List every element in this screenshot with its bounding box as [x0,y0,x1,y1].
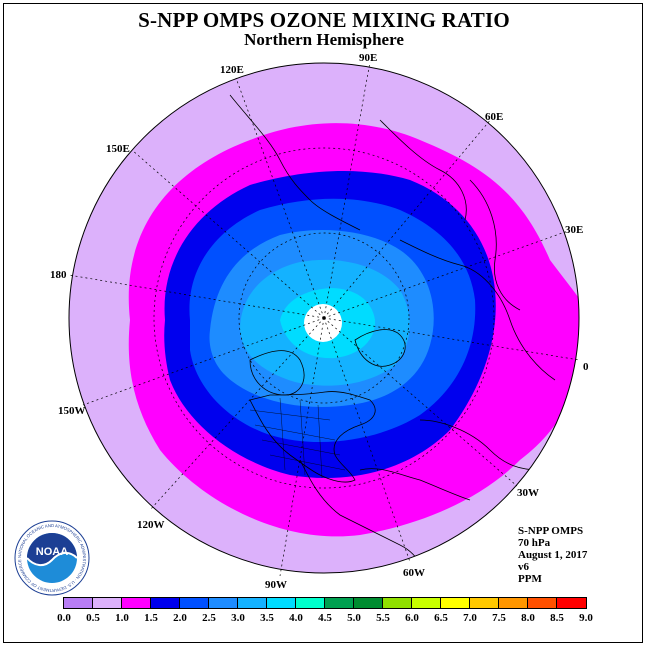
lon-label-60w: 60W [403,567,425,579]
noaa-emblem: NOAA NATIONAL OCEANIC AND ATMOSPHERIC AD… [14,520,90,596]
europe-coast [399,239,556,381]
canadian-archipelago [249,350,305,396]
colorbar-tick-label: 6.5 [434,612,448,624]
lon-label-60e: 60E [485,111,503,123]
colorbar [63,597,587,609]
lon-label-30e: 30E [565,224,583,236]
info-instrument: S-NPP OMPS [518,525,584,537]
plot-info: S-NPP OMPS 70 hPa August 1, 2017 v6 PPM [518,525,587,585]
lon-label-180: 180 [50,269,67,281]
lon-label-90e: 90E [359,52,377,64]
us-state-lines [249,397,346,479]
colorbar-swatch [296,598,325,608]
colorbar-swatch [557,598,586,608]
lon-label-30w: 30W [517,487,539,499]
lon-label-150w: 150W [58,405,86,417]
colorbar-tick-label: 4.5 [318,612,332,624]
map-title: S-NPP OMPS OZONE MIXING RATIO [138,8,510,32]
colorbar-tick-label: 0.0 [57,612,71,624]
colorbar-tick-label: 0.5 [86,612,100,624]
colorbar-tick-label: 5.5 [376,612,390,624]
colorbar-swatch [180,598,209,608]
figure-frame [3,3,643,643]
colorbar-swatch [151,598,180,608]
lon-label-150e: 150E [106,143,130,155]
colorbar-swatch [470,598,499,608]
colorbar-swatch [441,598,470,608]
colorbar-tick-label: 5.0 [347,612,361,624]
noaa-logo: NOAA NATIONAL OCEANIC AND ATMOSPHERIC AD… [14,520,90,596]
lon-label-90w: 90W [265,579,287,591]
colorbar-tick-label: 2.5 [202,612,216,624]
colorbar-swatch [64,598,93,608]
colorbar-tick-label: 4.0 [289,612,303,624]
colorbar-tick-label: 7.0 [463,612,477,624]
colorbar-swatch [325,598,354,608]
greenland-coast [354,329,406,367]
north-africa-coast [419,419,541,471]
colorbar-swatch [528,598,557,608]
colorbar-tick-label: 8.5 [550,612,564,624]
colorbar-tick-label: 9.0 [579,612,593,624]
asia-coast [469,179,521,311]
colorbar-tick-label: 2.0 [173,612,187,624]
map-subtitle: Northern Hemisphere [244,30,404,49]
colorbar-ticks: 0.0 0.5 1.0 1.5 2.0 2.5 3.0 3.5 4.0 4.5 5.0 5.5 6.0 6… [0,612,648,626]
colorbar-swatch [499,598,528,608]
colorbar-swatch [354,598,383,608]
colorbar-tick-label: 3.0 [231,612,245,624]
info-level: 70 hPa [518,537,551,549]
north-america-coast [249,391,376,483]
colorbar-swatch [383,598,412,608]
siberia-coast [379,119,467,221]
info-units: PPM [518,573,542,585]
colorbar-swatch [238,598,267,608]
longitude-labels: 90E 60E 30E 0 30W 60W 90W 120W 150W 180 … [50,52,589,591]
colorbar-swatch [412,598,441,608]
colorbar-tick-label: 1.5 [144,612,158,624]
colorbar-swatch [122,598,151,608]
lon-label-0: 0 [583,361,589,373]
colorbar-tick-label: 8.0 [521,612,535,624]
colorbar-tick-label: 6.0 [405,612,419,624]
map-boundary [68,62,580,574]
east-asia-coast [229,94,361,231]
graticule [68,61,580,577]
info-date: August 1, 2017 [518,549,588,561]
lon-label-120e: 120E [220,64,244,76]
colorbar-tick-label: 3.5 [260,612,274,624]
info-version: v6 [518,561,529,573]
colorbar-tick-label: 1.0 [115,612,129,624]
colorbar-swatch [209,598,238,608]
lon-label-120w: 120W [137,519,165,531]
noaa-logo-text: NOAA [36,546,68,558]
colorbar-swatch [93,598,122,608]
colorbar-tick-label: 7.5 [492,612,506,624]
colorbar-swatch [267,598,296,608]
